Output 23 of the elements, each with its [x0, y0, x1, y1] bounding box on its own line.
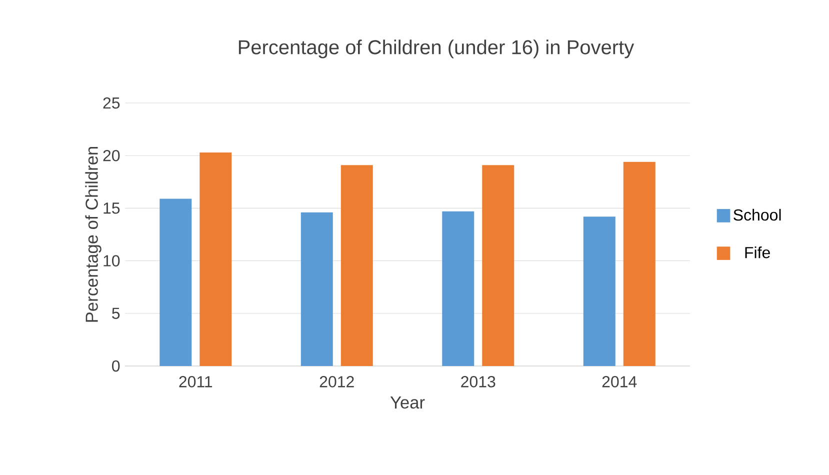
bar [340, 165, 373, 366]
y-tick-label: 20 [103, 150, 120, 162]
y-axis-title: Percentage of Children [85, 147, 102, 322]
x-tick-label: 2013 [461, 376, 496, 388]
bar [583, 216, 616, 366]
bar [200, 152, 232, 366]
x-axis-title: Year [390, 396, 425, 409]
y-tick-label: 10 [104, 255, 120, 266]
legend-label: School [734, 208, 781, 221]
y-tick-label: 5 [112, 308, 120, 319]
x-tick-label: 2012 [320, 376, 354, 388]
y-tick-label: 15 [104, 202, 120, 214]
x-tick-label: 2011 [179, 376, 212, 388]
bar [442, 211, 474, 366]
legend-label: Fife [745, 246, 770, 258]
bar [482, 165, 514, 366]
y-tick-label: 0 [112, 360, 120, 372]
bar [623, 162, 656, 366]
x-tick-label: 2014 [602, 376, 637, 388]
bar [300, 212, 333, 366]
bar [160, 198, 192, 366]
y-tick-label: 25 [103, 97, 120, 109]
chart-title: Percentage of Children (under 16) in Poverty [238, 40, 634, 58]
